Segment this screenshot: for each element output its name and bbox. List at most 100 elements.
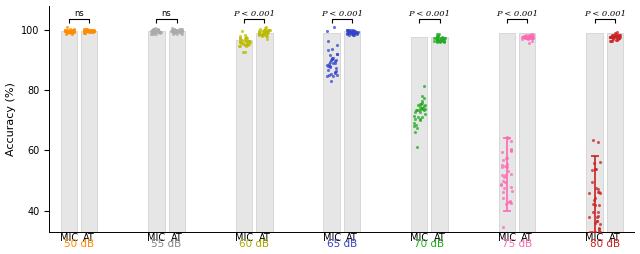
Point [589,161,599,165]
Point [322,29,332,33]
Point [436,38,446,42]
Point [497,173,508,177]
Point [82,27,92,31]
Point [79,31,89,35]
Point [325,72,335,76]
Point [415,110,425,114]
Point [527,33,538,37]
Point [259,30,269,34]
Point [168,32,178,36]
Point [149,30,159,34]
Point [411,123,421,127]
Point [506,147,516,151]
Point [237,40,248,44]
Point [148,30,159,35]
Point [611,34,621,38]
Point [612,37,623,41]
Point [497,179,508,183]
Point [589,198,599,202]
Point [170,30,180,34]
Point [148,28,158,33]
Point [608,37,618,41]
Point [610,33,620,37]
Point [593,210,604,214]
Point [432,32,442,36]
Text: P < 0.001: P < 0.001 [408,10,451,18]
Point [413,108,424,112]
Point [607,33,618,37]
Point [86,28,97,33]
Point [170,30,180,34]
Point [81,28,91,32]
Point [610,31,620,35]
Point [257,29,268,33]
Point [167,29,177,33]
Point [593,189,604,194]
Point [66,28,76,32]
Point [605,35,615,39]
Point [79,31,90,35]
Point [65,29,75,33]
Point [420,103,430,107]
Point [520,36,530,40]
Point [496,182,506,186]
Point [260,26,271,30]
Point [506,201,516,205]
Point [518,35,529,39]
Point [242,42,252,46]
Point [605,39,616,43]
Text: 65 dB: 65 dB [326,240,357,249]
Point [437,37,447,41]
Point [349,33,359,37]
Point [413,115,423,119]
Point [170,28,180,32]
Bar [81,31,97,232]
Bar [168,31,185,232]
Point [611,35,621,39]
Point [348,31,358,35]
Point [237,29,247,33]
Point [594,227,604,231]
Point [175,29,185,33]
Point [155,31,165,35]
Point [150,30,160,34]
Point [607,33,617,37]
Point [243,43,253,47]
Point [67,31,77,36]
Point [410,110,420,115]
Point [148,27,158,31]
Point [500,156,511,160]
Point [80,31,90,35]
Point [506,199,516,203]
Point [584,215,594,219]
Point [68,27,79,31]
Point [608,36,618,40]
Point [497,165,507,169]
Point [258,33,268,37]
Point [86,29,97,33]
Point [351,30,361,34]
Point [607,39,618,43]
Point [172,28,182,32]
Point [348,28,358,32]
Point [420,112,430,116]
Point [151,32,161,36]
Point [86,28,97,32]
Point [263,28,273,33]
Point [350,29,360,33]
Point [173,29,183,33]
Point [321,74,332,78]
Point [607,35,618,39]
Point [517,35,527,39]
Bar [519,33,536,232]
Point [439,39,449,43]
Point [525,33,535,37]
Point [170,29,180,33]
Point [151,28,161,33]
Point [260,28,270,33]
Point [177,29,187,34]
Point [521,35,531,39]
Point [525,35,536,39]
Point [432,37,442,41]
Point [83,29,93,33]
